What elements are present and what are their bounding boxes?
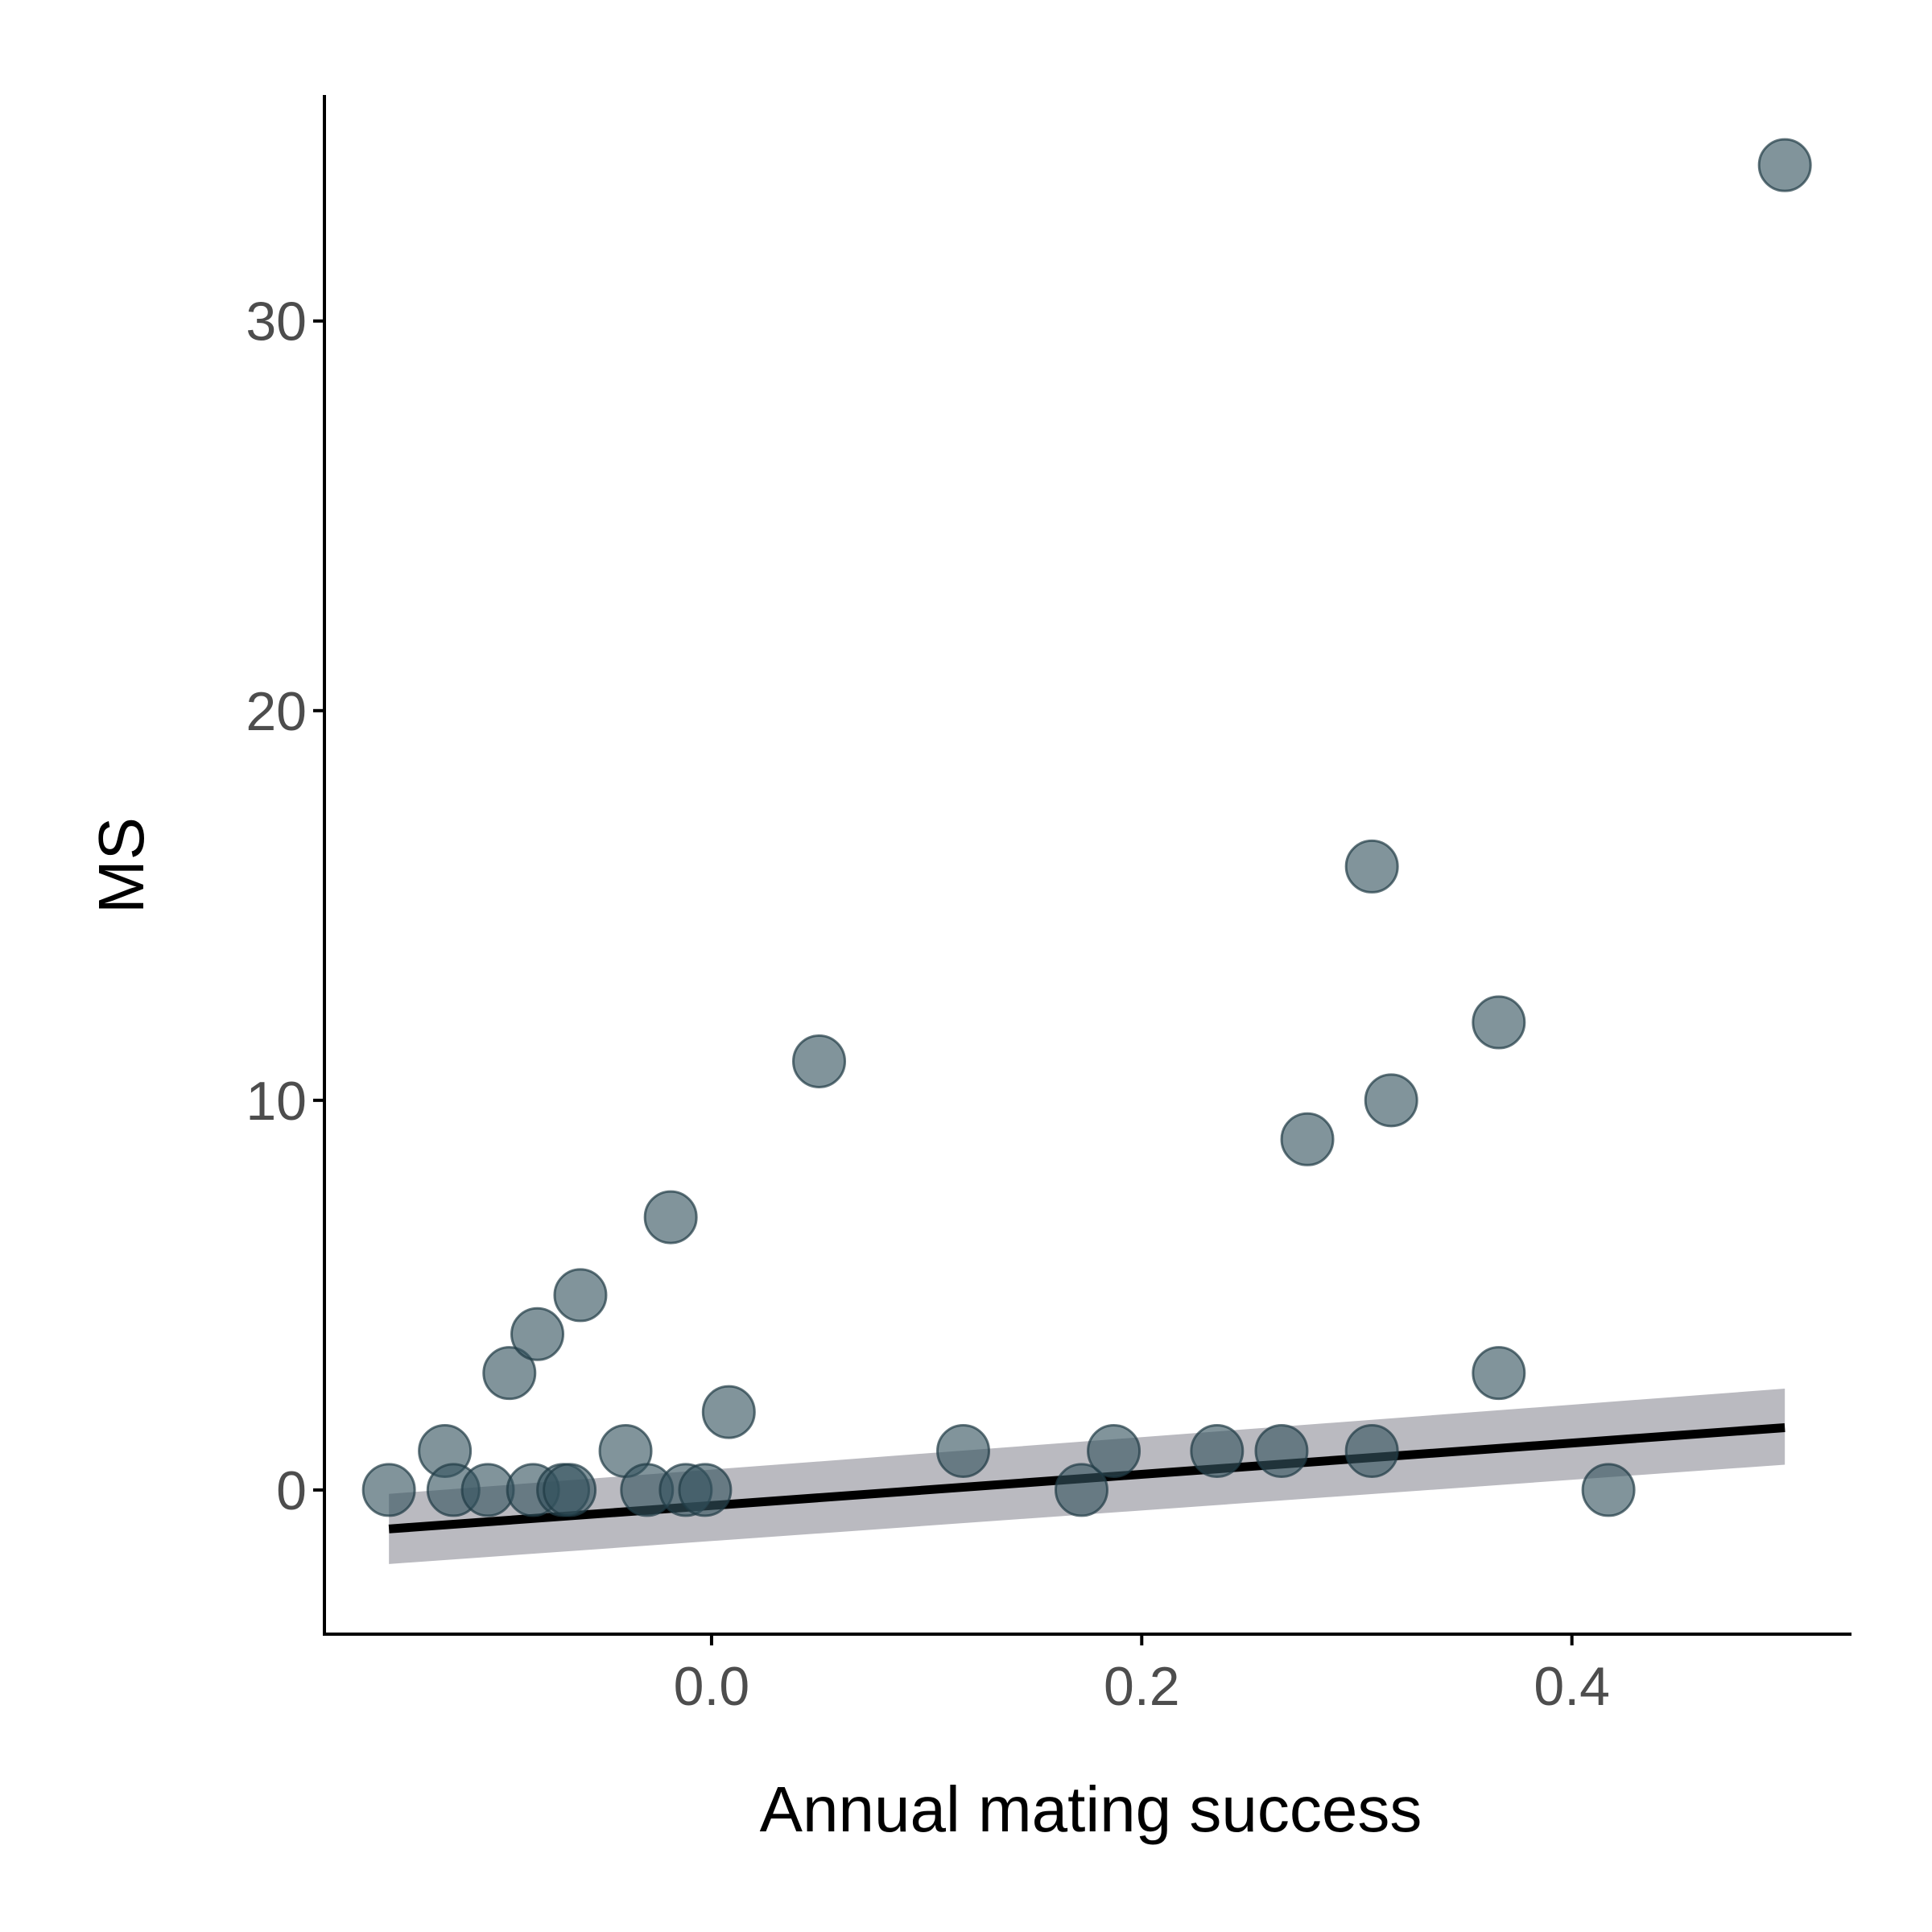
data-point: [1280, 1112, 1335, 1166]
data-point: [1364, 1073, 1418, 1128]
data-point: [643, 1190, 698, 1245]
data-point: [701, 1385, 756, 1439]
data-point: [792, 1034, 847, 1088]
x-tick-label: 0.4: [1534, 1656, 1610, 1717]
y-tick-label: 30: [246, 291, 307, 353]
data-point: [1190, 1423, 1245, 1478]
data-point: [1344, 839, 1399, 894]
data-point: [510, 1307, 565, 1361]
data-point: [361, 1463, 416, 1517]
data-point: [936, 1423, 991, 1478]
data-point: [1087, 1423, 1141, 1478]
y-tick-label: 10: [246, 1071, 307, 1132]
data-point: [460, 1463, 515, 1517]
data-point: [678, 1463, 733, 1517]
y-axis-title: MS: [85, 817, 157, 914]
data-point: [1344, 1423, 1399, 1478]
data-point: [482, 1346, 537, 1401]
axes-layer: 0.0 0.2 0.4 0 10 20 30: [246, 95, 1852, 1717]
data-point: [1472, 995, 1526, 1050]
data-point: [1054, 1463, 1108, 1517]
data-point: [1472, 1346, 1526, 1401]
y-tick-label: 0: [276, 1460, 307, 1521]
data-point: [1254, 1423, 1309, 1478]
points-layer: [361, 138, 1812, 1517]
x-tick-label: 0.2: [1104, 1656, 1180, 1717]
x-tick-label: 0.0: [674, 1656, 750, 1717]
x-axis-title: Annual mating success: [760, 1773, 1422, 1845]
data-point: [1757, 138, 1812, 192]
data-point: [543, 1463, 597, 1517]
data-point: [553, 1268, 608, 1323]
data-point: [1581, 1463, 1636, 1517]
y-tick-label: 20: [246, 681, 307, 742]
